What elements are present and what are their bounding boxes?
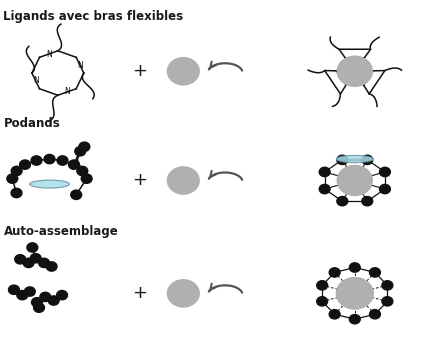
Circle shape	[370, 268, 381, 277]
Circle shape	[319, 167, 330, 177]
Circle shape	[77, 166, 88, 175]
Text: Podands: Podands	[3, 117, 60, 130]
Circle shape	[382, 281, 393, 290]
Circle shape	[34, 303, 45, 312]
Circle shape	[329, 310, 340, 319]
Ellipse shape	[336, 156, 373, 162]
Circle shape	[7, 174, 18, 183]
Circle shape	[349, 314, 360, 324]
Circle shape	[57, 156, 68, 165]
Circle shape	[69, 160, 80, 169]
Circle shape	[168, 280, 199, 307]
Circle shape	[39, 258, 50, 268]
Circle shape	[337, 196, 348, 206]
Circle shape	[362, 196, 373, 206]
Circle shape	[27, 243, 38, 252]
Circle shape	[336, 278, 373, 309]
Circle shape	[56, 291, 67, 300]
Circle shape	[168, 58, 199, 85]
Circle shape	[20, 160, 30, 169]
Circle shape	[75, 147, 85, 156]
Circle shape	[46, 262, 57, 271]
Circle shape	[370, 310, 381, 319]
Text: N: N	[46, 49, 51, 58]
Text: N: N	[33, 77, 39, 86]
Circle shape	[71, 190, 82, 199]
Circle shape	[48, 296, 59, 305]
Circle shape	[17, 291, 28, 300]
Circle shape	[79, 142, 90, 151]
Circle shape	[337, 56, 372, 86]
Circle shape	[362, 155, 373, 165]
Text: N: N	[77, 61, 83, 70]
Circle shape	[24, 287, 35, 296]
Circle shape	[349, 263, 360, 272]
Circle shape	[317, 297, 328, 306]
Text: +: +	[132, 284, 147, 303]
Circle shape	[11, 188, 22, 197]
Circle shape	[30, 253, 41, 263]
Text: N: N	[64, 87, 70, 96]
Circle shape	[23, 258, 34, 268]
Text: Ligands avec bras flexibles: Ligands avec bras flexibles	[3, 10, 184, 23]
Circle shape	[11, 166, 22, 175]
Ellipse shape	[29, 180, 69, 188]
Circle shape	[40, 292, 51, 301]
Text: Auto-assemblage: Auto-assemblage	[3, 225, 118, 238]
Circle shape	[317, 281, 328, 290]
Circle shape	[31, 156, 42, 165]
Circle shape	[32, 297, 43, 307]
Circle shape	[15, 255, 26, 264]
Circle shape	[168, 167, 199, 194]
Circle shape	[319, 184, 330, 194]
Circle shape	[81, 174, 92, 183]
Circle shape	[337, 155, 348, 165]
Circle shape	[379, 167, 390, 177]
Circle shape	[8, 285, 19, 295]
Text: +: +	[132, 171, 147, 190]
Circle shape	[44, 155, 55, 164]
Circle shape	[337, 165, 372, 196]
Circle shape	[382, 297, 393, 306]
Circle shape	[329, 268, 340, 277]
Circle shape	[379, 184, 390, 194]
Text: +: +	[132, 62, 147, 80]
